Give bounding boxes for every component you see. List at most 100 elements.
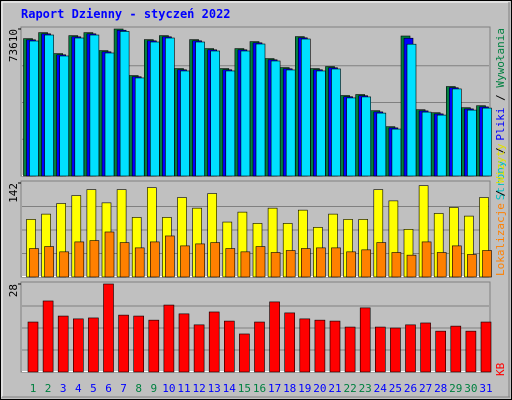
x-tick-label: 3 bbox=[60, 382, 67, 395]
bar bbox=[254, 321, 265, 373]
x-tick-label: 21 bbox=[328, 382, 341, 395]
bar bbox=[89, 240, 100, 278]
bar bbox=[210, 50, 220, 177]
bar bbox=[255, 43, 266, 177]
bar bbox=[195, 41, 205, 177]
bar bbox=[74, 37, 85, 177]
bar bbox=[29, 248, 39, 278]
bar bbox=[361, 96, 372, 177]
bar bbox=[331, 247, 341, 278]
x-tick-label: 10 bbox=[162, 382, 175, 395]
bar bbox=[374, 326, 386, 373]
bar bbox=[163, 304, 175, 373]
bar bbox=[165, 235, 175, 278]
bar bbox=[240, 50, 251, 177]
bar bbox=[285, 250, 296, 278]
x-tick-label: 11 bbox=[177, 382, 190, 395]
legend-entry: Pliki bbox=[494, 107, 507, 140]
bar bbox=[316, 70, 326, 177]
x-tick-label: 2 bbox=[45, 382, 52, 395]
bar bbox=[208, 311, 220, 373]
bar bbox=[42, 300, 54, 373]
bar bbox=[104, 231, 115, 278]
bar bbox=[119, 31, 130, 177]
x-tick-label: 12 bbox=[192, 382, 205, 395]
bar bbox=[134, 77, 145, 177]
bar bbox=[44, 34, 54, 177]
bar bbox=[391, 128, 402, 177]
bar bbox=[240, 251, 251, 278]
bar bbox=[255, 246, 266, 278]
x-tick-label: 18 bbox=[283, 382, 296, 395]
bar bbox=[103, 283, 114, 373]
legend-separator: / bbox=[494, 183, 507, 203]
x-tick-label: 1 bbox=[30, 382, 37, 395]
x-tick-label: 13 bbox=[208, 382, 221, 395]
x-tick-label: 14 bbox=[223, 382, 237, 395]
bar bbox=[59, 251, 70, 278]
bar bbox=[391, 252, 402, 278]
bar bbox=[270, 60, 281, 177]
bar bbox=[180, 70, 190, 177]
bar bbox=[300, 38, 311, 177]
x-tick-label: 9 bbox=[150, 382, 157, 395]
bar bbox=[329, 320, 341, 373]
x-tick-label: 30 bbox=[464, 382, 477, 395]
bar bbox=[316, 247, 326, 278]
bar bbox=[450, 325, 462, 373]
bar bbox=[344, 326, 356, 373]
legend-entry: Wywołania bbox=[494, 28, 507, 88]
legend-separator: / bbox=[494, 88, 507, 108]
bar bbox=[225, 248, 236, 278]
bar bbox=[421, 111, 432, 177]
bar bbox=[451, 88, 462, 177]
bar bbox=[480, 321, 492, 373]
bar bbox=[346, 97, 356, 177]
legend: Lokalizacje / Wizyty bbox=[494, 143, 507, 276]
bar bbox=[193, 324, 205, 373]
legend-entry: Strony bbox=[494, 160, 507, 200]
bar bbox=[299, 318, 311, 373]
bar bbox=[118, 314, 129, 373]
bar bbox=[165, 37, 175, 177]
x-tick-label: 16 bbox=[253, 382, 266, 395]
legend-entry: Wizyty bbox=[494, 143, 507, 183]
x-tick-label: 4 bbox=[75, 382, 82, 395]
x-tick-label: 28 bbox=[434, 382, 447, 395]
bar bbox=[465, 330, 477, 373]
x-tick-label: 15 bbox=[238, 382, 251, 395]
bar bbox=[150, 241, 160, 278]
bar bbox=[270, 252, 281, 278]
bar bbox=[405, 324, 416, 373]
bar bbox=[74, 241, 85, 278]
bar bbox=[436, 114, 447, 177]
bar bbox=[57, 315, 69, 373]
bar bbox=[346, 251, 356, 278]
legend: KB bbox=[494, 362, 507, 376]
x-tick-label: 8 bbox=[135, 382, 142, 395]
bar bbox=[285, 69, 296, 177]
bar bbox=[224, 320, 235, 373]
legend: Strony / Pliki / Wywołania bbox=[494, 28, 507, 200]
bar bbox=[482, 107, 492, 177]
bar bbox=[467, 254, 477, 278]
bar bbox=[180, 245, 190, 278]
chart-title: Raport Dzienny - styczeń 2022 bbox=[21, 7, 231, 21]
bar bbox=[467, 109, 477, 177]
bar bbox=[376, 242, 387, 278]
bar bbox=[133, 315, 144, 373]
x-tick-label: 17 bbox=[268, 382, 281, 395]
bar bbox=[73, 318, 84, 373]
x-tick-label: 5 bbox=[90, 382, 97, 395]
legend-entry: Lokalizacje bbox=[494, 203, 507, 276]
bar bbox=[134, 247, 145, 278]
bar bbox=[421, 241, 432, 278]
bar bbox=[359, 307, 371, 373]
bar bbox=[88, 317, 99, 373]
x-tick-label: 27 bbox=[419, 382, 432, 395]
bar bbox=[300, 248, 311, 278]
bar bbox=[59, 55, 70, 177]
bar bbox=[239, 333, 250, 373]
y-tick-label: 142 bbox=[7, 183, 20, 203]
